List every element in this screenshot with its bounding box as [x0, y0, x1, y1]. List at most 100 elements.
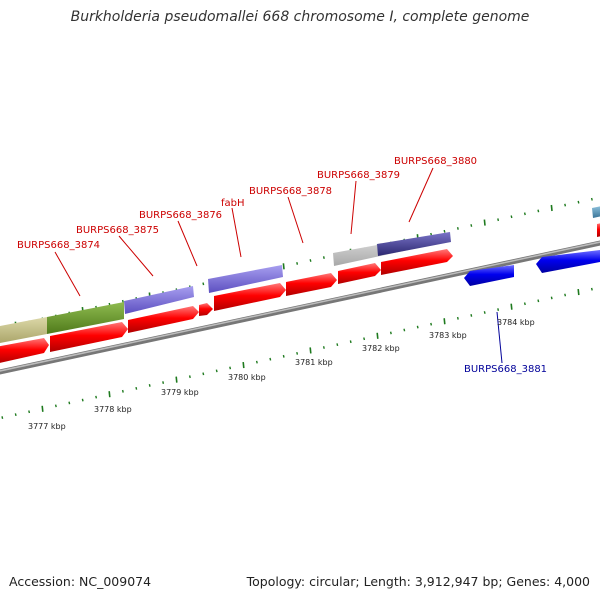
cds-forward: [286, 273, 337, 296]
kbp-label: 3778 kbp: [94, 405, 132, 414]
minor-tick: [577, 200, 580, 204]
cds-forward: [214, 283, 286, 311]
cds-forward: [0, 338, 49, 363]
minor-tick: [148, 384, 151, 387]
kbp-label: 3781 kbp: [295, 358, 333, 367]
gene-label[interactable]: BURPS668_3881: [464, 364, 547, 375]
kbp-label: 3779 kbp: [161, 388, 199, 397]
cds-reverse: [464, 265, 514, 286]
minor-tick: [510, 215, 513, 219]
minor-tick: [68, 401, 71, 405]
leader-line: [177, 220, 198, 267]
cds-forward: [338, 263, 381, 284]
minor-tick: [523, 212, 526, 216]
gene-label[interactable]: BURPS668_3878: [249, 186, 332, 197]
feature-navy: [377, 232, 451, 256]
chromosome-backbone: [0, 240, 600, 375]
minor-tick: [537, 299, 540, 303]
major-tick: [41, 405, 44, 412]
major-tick: [175, 376, 178, 383]
gene-label[interactable]: BURPS668_3876: [139, 210, 222, 221]
minor-tick: [403, 328, 406, 332]
minor-tick: [497, 218, 500, 222]
leader-line: [118, 235, 154, 277]
minor-tick: [162, 381, 165, 384]
minor-tick: [54, 404, 57, 408]
forward-cds-track: [0, 223, 600, 363]
label-leader-lines: [54, 167, 503, 364]
kbp-labels: 3777 kbp 3778 kbp 3779 kbp 3780 kbp 3781…: [28, 318, 535, 431]
major-tick: [510, 303, 513, 310]
major-tick: [108, 391, 111, 398]
minor-tick: [497, 308, 500, 311]
reverse-cds-track: [464, 250, 600, 286]
major-tick: [376, 332, 379, 339]
minor-tick: [121, 389, 124, 393]
minor-tick: [121, 299, 124, 303]
feature-olive: [47, 302, 124, 334]
kbp-label: 3777 kbp: [28, 422, 66, 431]
gene-label[interactable]: BURPS668_3874: [17, 240, 100, 251]
minor-tick: [269, 357, 272, 361]
leader-line: [350, 180, 357, 235]
minor-tick: [135, 386, 138, 390]
minor-tick: [564, 293, 567, 297]
minor-tick: [322, 346, 325, 349]
minor-tick: [389, 331, 392, 335]
minor-tick: [215, 369, 218, 373]
lower-tick-ring: [1, 287, 593, 419]
major-tick: [483, 219, 486, 226]
major-tick: [242, 361, 245, 369]
minor-tick: [188, 375, 191, 379]
genome-summary-text: Topology: circular; Length: 3,912,947 bp…: [246, 574, 590, 589]
gene-label[interactable]: BURPS668_3880: [394, 156, 477, 167]
kbp-label: 3782 kbp: [362, 344, 400, 353]
feature-steel: [592, 206, 600, 218]
major-tick: [282, 263, 285, 270]
minor-tick: [470, 224, 473, 227]
minor-tick: [523, 302, 526, 306]
kbp-label: 3784 kbp: [497, 318, 535, 327]
minor-tick: [336, 343, 339, 347]
minor-tick: [363, 337, 366, 341]
minor-tick: [282, 354, 285, 358]
minor-tick: [537, 209, 540, 213]
gene-label[interactable]: fabH: [221, 198, 245, 209]
major-tick: [550, 204, 553, 212]
gene-labels: BURPS668_3874 BURPS668_3875 BURPS668_387…: [17, 156, 547, 375]
minor-tick: [590, 197, 593, 201]
leader-line: [287, 196, 304, 244]
gene-label[interactable]: BURPS668_3875: [76, 225, 159, 236]
minor-tick: [590, 287, 593, 291]
minor-tick: [81, 398, 84, 402]
minor-tick: [14, 413, 17, 417]
minor-tick: [296, 351, 299, 355]
cds-forward: [199, 303, 213, 316]
minor-tick: [202, 282, 205, 286]
gene-label[interactable]: BURPS668_3879: [317, 170, 400, 181]
minor-tick: [202, 372, 205, 376]
accession-text: Accession: NC_009074: [9, 574, 152, 589]
major-tick: [577, 288, 580, 296]
leader-line: [54, 251, 81, 297]
minor-tick: [28, 410, 31, 414]
minor-tick: [430, 322, 433, 326]
minor-tick: [470, 314, 473, 317]
minor-tick: [309, 259, 312, 262]
minor-tick: [416, 325, 419, 329]
minor-tick: [456, 227, 459, 230]
leader-line: [408, 167, 434, 223]
kbp-label: 3780 kbp: [228, 373, 266, 382]
feature-purple-1: [124, 286, 194, 314]
cds-forward: [597, 223, 600, 237]
map-title: Burkholderia pseudomallei 668 chromosome…: [70, 9, 530, 25]
chromosome-backbone-highlight: [0, 241, 600, 372]
major-tick: [443, 318, 446, 325]
feature-track: [0, 206, 600, 344]
cds-forward: [381, 249, 453, 275]
minor-tick: [229, 366, 232, 370]
minor-tick: [322, 256, 325, 259]
feature-khaki: [0, 317, 47, 344]
cds-forward: [50, 322, 128, 352]
